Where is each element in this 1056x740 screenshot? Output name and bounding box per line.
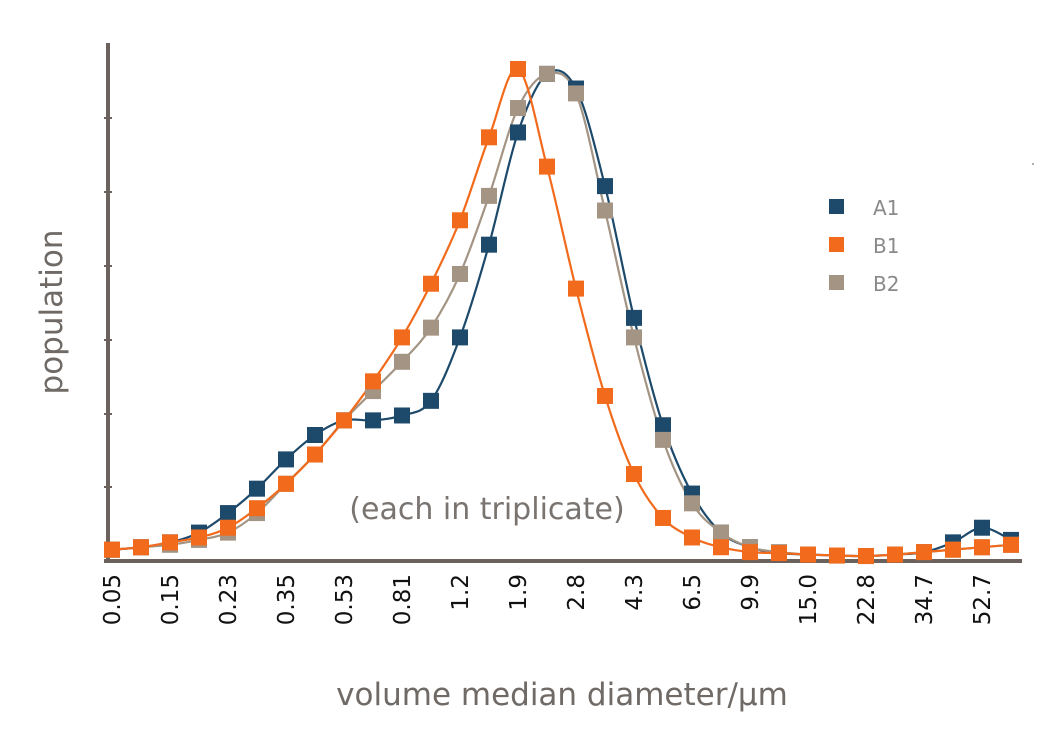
series-markers — [104, 61, 1019, 565]
legend-swatch — [829, 237, 844, 252]
data-point — [423, 392, 439, 409]
data-point — [452, 212, 468, 229]
data-point — [539, 158, 555, 175]
data-point — [162, 534, 178, 551]
data-point — [945, 541, 961, 558]
x-tick-label: 52.7 — [970, 574, 996, 625]
legend-swatch — [829, 275, 844, 290]
axes — [104, 43, 1022, 563]
data-point — [423, 319, 439, 336]
stray-dot — [1032, 163, 1034, 165]
series-line-b2 — [111, 71, 1012, 558]
legend-label: B2 — [873, 272, 899, 296]
triplicate-annotation: (each in triplicate) — [349, 492, 624, 527]
data-point — [220, 519, 236, 536]
data-point — [365, 412, 381, 429]
y-ticks — [104, 117, 112, 488]
x-tick-label: 4.3 — [622, 574, 648, 611]
data-point — [278, 475, 294, 492]
data-point — [394, 329, 410, 346]
data-point — [597, 202, 613, 219]
data-point — [220, 505, 236, 522]
x-tick-label: 0.05 — [100, 574, 126, 625]
data-point — [597, 178, 613, 195]
data-point — [626, 309, 642, 326]
data-point — [365, 373, 381, 390]
data-point — [916, 544, 932, 561]
data-point — [829, 547, 845, 564]
series-points-b1 — [104, 61, 1019, 565]
data-point — [452, 329, 468, 346]
data-point — [336, 412, 352, 429]
data-point — [655, 417, 671, 434]
x-tick-label: 9.9 — [738, 574, 764, 611]
x-tick-label: 2.8 — [564, 574, 590, 611]
series-line-b1 — [111, 67, 1012, 558]
data-point — [568, 85, 584, 102]
data-point — [133, 539, 149, 556]
data-point — [104, 541, 120, 558]
legend-label: B1 — [873, 234, 899, 258]
data-point — [597, 387, 613, 404]
data-point — [510, 124, 526, 141]
data-point — [626, 329, 642, 346]
data-point — [278, 451, 294, 468]
data-point — [974, 519, 990, 536]
data-point — [974, 539, 990, 556]
x-tick-label: 1.2 — [448, 574, 474, 611]
x-tick-label: 15.0 — [796, 574, 822, 625]
x-tick-label: 34.7 — [912, 574, 938, 625]
series-line-a1 — [111, 69, 1012, 558]
data-point — [394, 407, 410, 424]
data-point — [887, 546, 903, 563]
y-axis-title: population — [34, 230, 70, 395]
data-point — [568, 280, 584, 297]
data-point — [510, 61, 526, 77]
x-tick-label: 0.35 — [274, 574, 300, 625]
data-point — [713, 539, 729, 556]
data-point — [684, 529, 700, 546]
data-point — [481, 187, 497, 204]
data-point — [539, 65, 555, 82]
data-point — [510, 100, 526, 117]
data-point — [742, 544, 758, 561]
data-point — [307, 427, 323, 443]
x-tick-label: 0.23 — [216, 574, 242, 625]
data-point — [307, 446, 323, 463]
x-tick-labels: 0.05 0.15 0.23 0.35 0.53 0.81 1.2 1.9 2.8 4.3 6.5 9… — [100, 574, 996, 625]
x-tick-label: 1.9 — [506, 574, 532, 611]
data-point — [423, 275, 439, 292]
x-tick-label: 0.81 — [390, 574, 416, 625]
data-point — [249, 500, 265, 517]
x-tick-label: 6.5 — [680, 574, 706, 611]
data-point — [713, 524, 729, 541]
series-points-b2 — [104, 65, 1019, 565]
data-point — [249, 480, 265, 497]
data-point — [1003, 536, 1019, 553]
legend-swatch — [829, 199, 844, 214]
data-point — [191, 529, 207, 546]
data-point — [655, 431, 671, 448]
legend-label: A1 — [873, 196, 899, 220]
series-curves — [111, 67, 1012, 558]
data-point — [858, 548, 874, 565]
data-point — [626, 466, 642, 483]
data-point — [481, 236, 497, 253]
x-tick-label: 0.15 — [158, 574, 184, 625]
legend: A1 B1 B2 — [829, 196, 899, 296]
data-point — [684, 495, 700, 512]
data-point — [394, 353, 410, 370]
data-point — [452, 265, 468, 282]
x-tick-label: 0.53 — [332, 574, 358, 625]
series-points-a1 — [104, 65, 1019, 565]
data-point — [800, 546, 816, 563]
data-point — [771, 545, 787, 562]
data-point — [481, 129, 497, 146]
x-axis-title: volume median diameter/μm — [336, 677, 788, 713]
data-point — [655, 509, 671, 526]
x-tick-label: 22.8 — [854, 574, 880, 625]
